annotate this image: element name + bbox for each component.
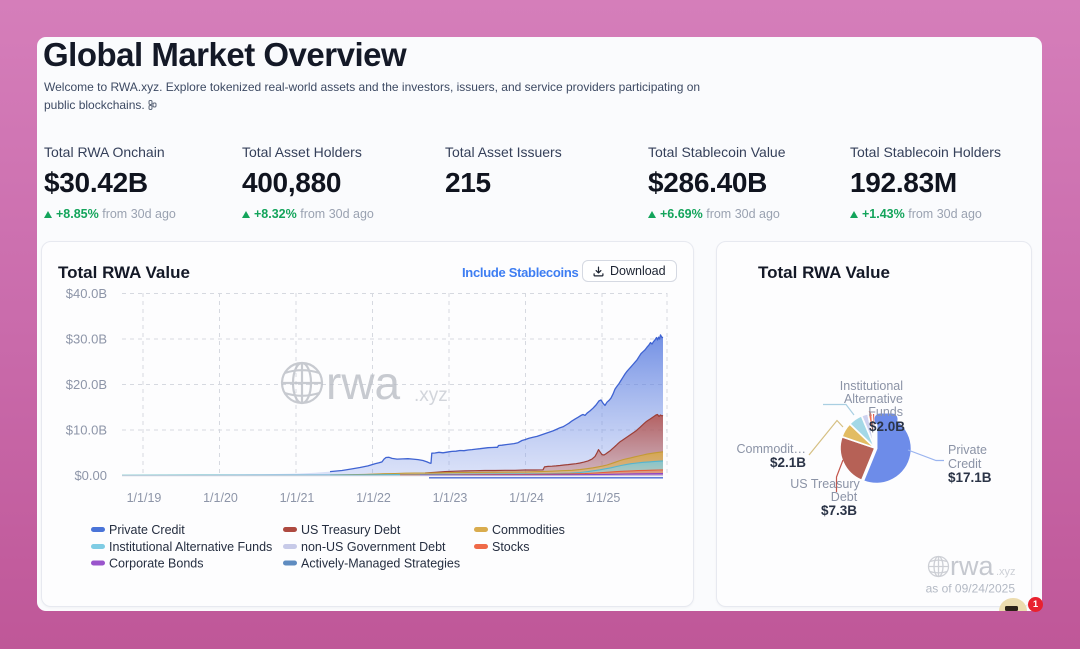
svg-text:Credit: Credit [948,457,982,471]
svg-text:$7.3B: $7.3B [821,503,857,518]
svg-text:non-US Government Debt: non-US Government Debt [301,540,446,554]
svg-text:1/1/20: 1/1/20 [203,491,238,505]
svg-text:.xyz: .xyz [996,566,1016,578]
svg-text:.xyz: .xyz [414,385,448,406]
svg-text:Institutional Alternative Fund: Institutional Alternative Funds [109,540,272,554]
svg-text:Stocks: Stocks [492,540,530,554]
svg-text:1/1/24: 1/1/24 [509,491,544,505]
svg-text:1/1/19: 1/1/19 [127,491,162,505]
svg-text:1/1/22: 1/1/22 [356,491,391,505]
svg-text:Private Credit: Private Credit [109,523,185,537]
svg-text:$40.0B: $40.0B [66,286,107,301]
svg-text:Actively-Managed Strategies: Actively-Managed Strategies [301,557,460,571]
svg-text:$17.1B: $17.1B [948,470,992,485]
svg-text:Alternative: Alternative [844,392,903,406]
svg-text:1/1/25: 1/1/25 [586,491,621,505]
svg-text:Private: Private [948,443,987,457]
svg-text:$0.00: $0.00 [74,468,107,483]
svg-text:Institutional: Institutional [840,379,903,393]
svg-text:$20.0B: $20.0B [66,377,107,392]
svg-text:Debt: Debt [831,490,858,504]
svg-text:1/1/23: 1/1/23 [433,491,468,505]
svg-text:$2.0B: $2.0B [869,419,905,434]
svg-text:as of 09/24/2025: as of 09/24/2025 [926,582,1016,596]
svg-text:US Treasury: US Treasury [790,477,860,491]
svg-text:Corporate Bonds: Corporate Bonds [109,557,204,571]
svg-text:Funds: Funds [868,405,903,419]
svg-text:1/1/21: 1/1/21 [280,491,315,505]
svg-text:$2.1B: $2.1B [770,455,806,470]
svg-text:Commodit…: Commodit… [737,442,806,456]
svg-text:rwa: rwa [950,551,994,581]
svg-text:$10.0B: $10.0B [66,423,107,438]
svg-text:Commodities: Commodities [492,523,565,537]
svg-text:US Treasury Debt: US Treasury Debt [301,523,401,537]
svg-text:$30.0B: $30.0B [66,332,107,347]
svg-text:rwa: rwa [326,357,401,409]
